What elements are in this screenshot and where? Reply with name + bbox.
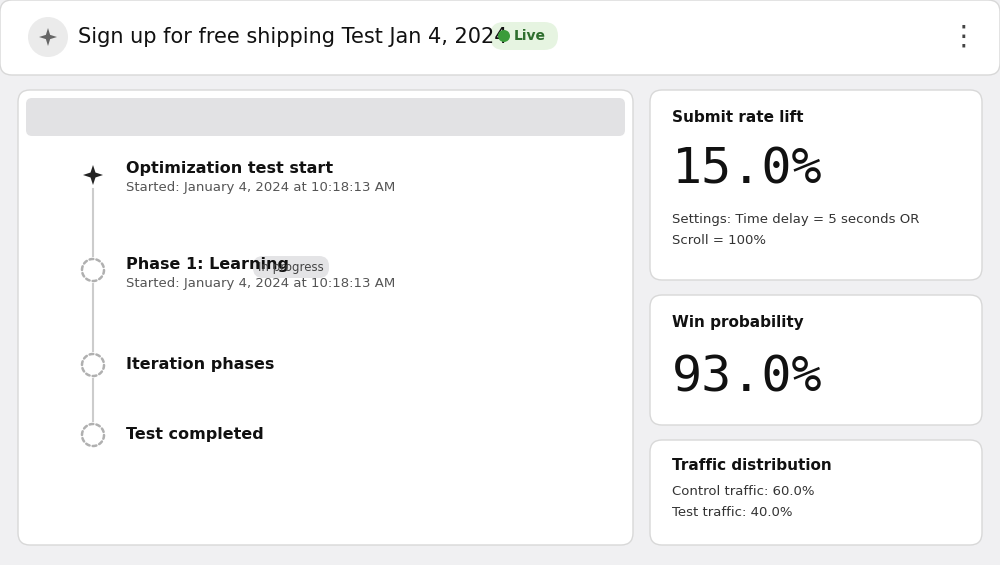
FancyBboxPatch shape [18,90,633,545]
Text: Started: January 4, 2024 at 10:18:13 AM: Started: January 4, 2024 at 10:18:13 AM [126,276,395,289]
Text: Phase 1: Learning: Phase 1: Learning [126,257,289,272]
Text: Optimization test start: Optimization test start [126,162,333,176]
Text: 15.0%: 15.0% [672,146,823,194]
FancyBboxPatch shape [0,0,1000,75]
Text: Test completed: Test completed [126,428,264,442]
FancyBboxPatch shape [26,98,625,136]
Polygon shape [83,165,103,185]
FancyBboxPatch shape [650,90,982,280]
Circle shape [498,30,510,42]
FancyBboxPatch shape [253,256,329,278]
FancyBboxPatch shape [650,295,982,425]
Text: Win probability: Win probability [672,315,804,331]
Text: In progress: In progress [258,260,324,273]
Polygon shape [39,28,57,46]
Text: ⋮: ⋮ [949,23,977,51]
Text: Settings: Time delay = 5 seconds OR
Scroll = 100%: Settings: Time delay = 5 seconds OR Scro… [672,213,919,247]
Circle shape [28,17,68,57]
FancyBboxPatch shape [650,440,982,545]
FancyBboxPatch shape [490,22,558,50]
Text: Started: January 4, 2024 at 10:18:13 AM: Started: January 4, 2024 at 10:18:13 AM [126,181,395,194]
Text: Traffic distribution: Traffic distribution [672,458,832,472]
Text: Control traffic: 60.0%
Test traffic: 40.0%: Control traffic: 60.0% Test traffic: 40.… [672,485,814,519]
Text: Live: Live [514,29,546,43]
Text: Iteration phases: Iteration phases [126,358,274,372]
Text: Submit rate lift: Submit rate lift [672,111,804,125]
Text: 93.0%: 93.0% [672,353,823,401]
Text: Sign up for free shipping Test Jan 4, 2024: Sign up for free shipping Test Jan 4, 20… [78,27,508,47]
